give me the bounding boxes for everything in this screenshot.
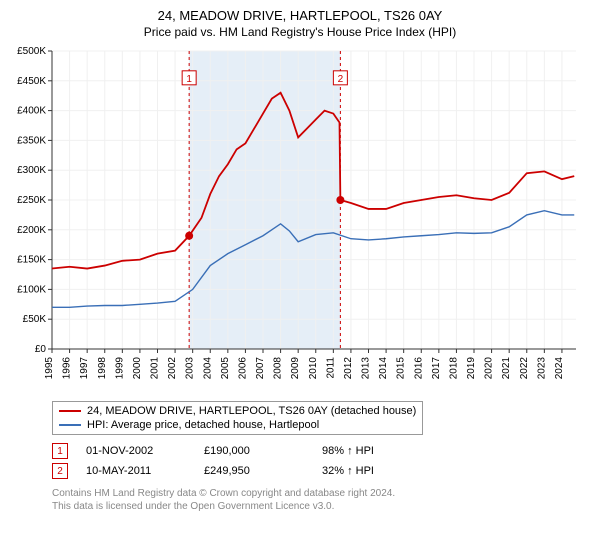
svg-text:2015: 2015 — [396, 357, 407, 380]
svg-text:£0: £0 — [35, 344, 47, 355]
sale-row: 2 10-MAY-2011 £249,950 32% ↑ HPI — [52, 461, 590, 481]
svg-text:2016: 2016 — [413, 357, 424, 380]
svg-text:£250K: £250K — [17, 195, 46, 206]
legend: 24, MEADOW DRIVE, HARTLEPOOL, TS26 0AY (… — [52, 401, 423, 435]
svg-text:£300K: £300K — [17, 165, 46, 176]
svg-text:2013: 2013 — [361, 357, 372, 380]
sale-badge: 1 — [52, 443, 68, 459]
legend-row: 24, MEADOW DRIVE, HARTLEPOOL, TS26 0AY (… — [59, 404, 416, 418]
svg-text:£400K: £400K — [17, 106, 46, 117]
sale-vs: HPI — [356, 465, 374, 477]
svg-text:1999: 1999 — [114, 357, 125, 380]
licence-text: Contains HM Land Registry data © Crown c… — [52, 487, 590, 513]
sale-change: 32% ↑ HPI — [322, 465, 374, 477]
sale-pct: 98% — [322, 445, 344, 457]
svg-text:2007: 2007 — [255, 357, 266, 380]
svg-text:£350K: £350K — [17, 135, 46, 146]
svg-text:2014: 2014 — [378, 357, 389, 380]
svg-text:2008: 2008 — [273, 357, 284, 380]
svg-text:£500K: £500K — [17, 46, 46, 57]
svg-text:£100K: £100K — [17, 284, 46, 295]
svg-text:1: 1 — [186, 74, 192, 85]
svg-text:2023: 2023 — [536, 357, 547, 380]
legend-label: 24, MEADOW DRIVE, HARTLEPOOL, TS26 0AY (… — [87, 405, 416, 417]
sale-date: 10-MAY-2011 — [86, 465, 186, 477]
legend-row: HPI: Average price, detached house, Hart… — [59, 418, 416, 432]
svg-text:2009: 2009 — [290, 357, 301, 380]
sale-pct: 32% — [322, 465, 344, 477]
svg-text:1998: 1998 — [97, 357, 108, 380]
svg-text:£450K: £450K — [17, 76, 46, 87]
sale-price: £249,950 — [204, 465, 304, 477]
svg-text:2002: 2002 — [167, 357, 178, 380]
sales-table: 1 01-NOV-2002 £190,000 98% ↑ HPI 2 10-MAY-201… — [52, 441, 590, 481]
svg-text:2018: 2018 — [448, 357, 459, 380]
sale-change: 98% ↑ HPI — [322, 445, 374, 457]
svg-text:2017: 2017 — [431, 357, 442, 380]
svg-text:£150K: £150K — [17, 255, 46, 266]
svg-text:2010: 2010 — [308, 357, 319, 380]
sale-row: 1 01-NOV-2002 £190,000 98% ↑ HPI — [52, 441, 590, 461]
svg-text:2000: 2000 — [132, 357, 143, 380]
svg-text:£200K: £200K — [17, 225, 46, 236]
svg-text:2022: 2022 — [519, 357, 530, 380]
licence-line-2: This data is licensed under the Open Gov… — [52, 500, 590, 513]
licence-line-1: Contains HM Land Registry data © Crown c… — [52, 487, 590, 500]
svg-text:2012: 2012 — [343, 357, 354, 380]
arrow-up-icon: ↑ — [347, 465, 353, 477]
svg-text:2024: 2024 — [554, 357, 565, 380]
svg-text:2019: 2019 — [466, 357, 477, 380]
svg-text:£50K: £50K — [23, 314, 47, 325]
svg-text:1996: 1996 — [62, 357, 73, 380]
svg-text:2011: 2011 — [325, 357, 336, 379]
sale-date: 01-NOV-2002 — [86, 445, 186, 457]
svg-text:2020: 2020 — [484, 357, 495, 380]
svg-text:2004: 2004 — [202, 357, 213, 380]
svg-text:2005: 2005 — [220, 357, 231, 380]
page-subtitle: Price paid vs. HM Land Registry's House … — [10, 25, 590, 39]
chart-canvas: £0 £50K £100K £150K £200K £250K £300K £350K £400… — [10, 45, 582, 395]
svg-text:2006: 2006 — [237, 357, 248, 380]
page-title: 24, MEADOW DRIVE, HARTLEPOOL, TS26 0AY — [10, 8, 590, 23]
sale-price: £190,000 — [204, 445, 304, 457]
svg-text:2021: 2021 — [501, 357, 512, 380]
legend-swatch — [59, 424, 81, 426]
svg-text:2001: 2001 — [150, 357, 161, 380]
legend-label: HPI: Average price, detached house, Hart… — [87, 419, 319, 431]
svg-text:1995: 1995 — [44, 357, 55, 380]
sale-vs: HPI — [356, 445, 374, 457]
sale-badge: 2 — [52, 463, 68, 479]
svg-text:2: 2 — [338, 74, 344, 85]
svg-text:1997: 1997 — [79, 357, 90, 380]
arrow-up-icon: ↑ — [347, 445, 353, 457]
svg-text:2003: 2003 — [185, 357, 196, 380]
legend-swatch — [59, 410, 81, 412]
